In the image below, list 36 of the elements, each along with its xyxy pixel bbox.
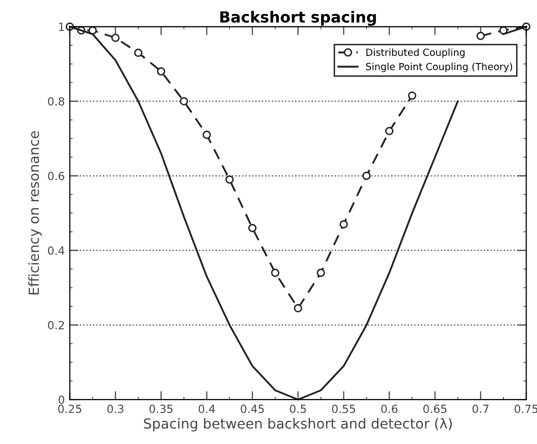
x-tick-label: 0.7: [472, 404, 488, 414]
x-tick-label: 0.65: [423, 404, 446, 414]
x-tick-label: 0.6: [381, 404, 398, 414]
legend-label: Distributed Coupling: [366, 48, 465, 58]
point: [316, 268, 326, 277]
x-tick-label: 0.55: [332, 404, 356, 414]
point: [340, 220, 348, 228]
point: [248, 224, 257, 232]
y-tick-label: 0.8: [48, 97, 64, 106]
point: [111, 34, 120, 42]
y-tick-label: 0.2: [48, 320, 64, 330]
chart-title: Backshort spacing: [220, 10, 376, 26]
x-axis-title: Spacing between backshort and detector (λ): [144, 418, 452, 432]
x-tick-label: 0.35: [149, 404, 172, 414]
point: [180, 97, 188, 106]
point: [156, 67, 166, 76]
point: [271, 268, 280, 277]
point: [362, 172, 371, 180]
x-tick-label: 0.45: [240, 404, 264, 414]
point: [202, 130, 211, 139]
point: [408, 91, 416, 100]
legend-label: Single Point Coupling (Theory): [366, 62, 512, 72]
point: [225, 175, 234, 184]
y-axis-title: Efficiency on resonance: [28, 131, 42, 294]
y-tick-label: 0: [58, 396, 64, 404]
x-tick-label: 0.3: [107, 404, 124, 414]
y-tick-label: 0.6: [48, 172, 64, 180]
point: [385, 126, 394, 136]
point: [294, 304, 302, 312]
x-tick-label: 0.25: [58, 404, 82, 414]
point: [134, 48, 142, 57]
x-tick-label: 0.4: [198, 404, 215, 414]
x-tick-label: 0.5: [290, 404, 306, 414]
point: [476, 32, 485, 40]
y-tick-label: 1: [59, 22, 64, 31]
y-tick-label: 0.4: [48, 246, 64, 255]
